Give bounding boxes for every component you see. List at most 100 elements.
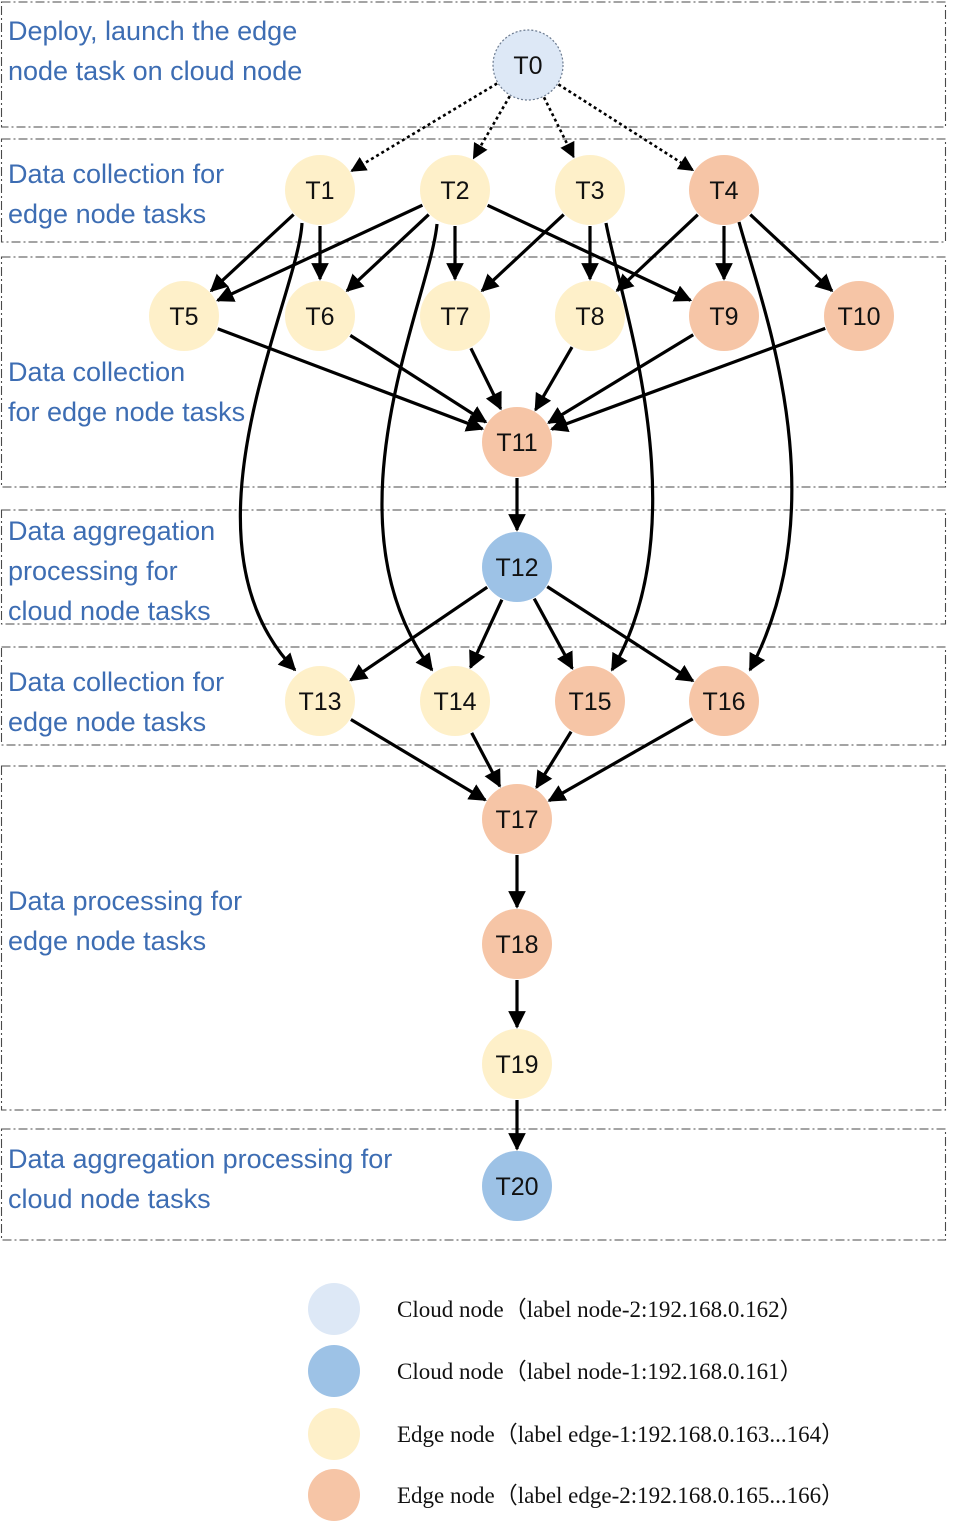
edge-t15-t17 — [535, 730, 573, 789]
node-circle — [285, 281, 355, 351]
node-circle — [555, 281, 625, 351]
node-label: T18 — [495, 931, 538, 959]
node-label: T2 — [440, 177, 469, 205]
node-t10: T10 — [824, 281, 894, 351]
stage-box — [0, 765, 947, 1111]
edge-t0-t1 — [350, 82, 498, 173]
node-circle — [824, 281, 894, 351]
edge-t12-t15 — [532, 597, 574, 671]
node-label: T7 — [440, 303, 469, 331]
node-t20: T20 — [482, 1151, 552, 1221]
node-t18: T18 — [482, 909, 552, 979]
task-edges — [209, 82, 834, 1151]
node-t2: T2 — [420, 155, 490, 225]
node-t4: T4 — [689, 155, 759, 225]
node-t5: T5 — [149, 281, 219, 351]
stage-box — [0, 256, 947, 488]
node-label: T17 — [495, 806, 538, 834]
node-t17: T17 — [482, 784, 552, 854]
node-label: T20 — [495, 1173, 538, 1201]
stage-box — [0, 138, 947, 243]
node-t1: T1 — [285, 155, 355, 225]
edge-t2-t5 — [216, 203, 424, 302]
node-circle — [555, 155, 625, 225]
node-circle — [555, 666, 625, 736]
node-t15: T15 — [555, 666, 625, 736]
node-t19: T19 — [482, 1029, 552, 1099]
stage-label: Data aggregation processing for cloud nod… — [8, 1144, 392, 1214]
legend-label: Cloud node（label node-1:192.168.0.161） — [397, 1359, 803, 1384]
stage-boxes: Deploy, launch the edge node task on clou… — [0, 1, 947, 1241]
legend-item: Edge node（label edge-1:192.168.0.163...1… — [308, 1408, 844, 1460]
legend-swatch — [308, 1283, 360, 1335]
stage-box — [0, 509, 947, 625]
node-t12: T12 — [482, 532, 552, 602]
stage-label-line: Data collection — [8, 357, 185, 387]
legend-swatch — [308, 1345, 360, 1397]
edge-t1-t13 — [238, 222, 304, 672]
node-circle — [285, 155, 355, 225]
edge-t14-t17 — [470, 732, 502, 788]
node-circle — [420, 155, 490, 225]
legend-label: Cloud node（label node-2:192.168.0.162） — [397, 1297, 803, 1322]
node-circle — [482, 909, 552, 979]
node-t14: T14 — [420, 666, 490, 736]
node-label: T5 — [169, 303, 198, 331]
edge-t4-t8 — [615, 213, 699, 292]
edge-t3-t15 — [604, 222, 655, 672]
edge-t10-t11 — [550, 326, 826, 432]
node-t3: T3 — [555, 155, 625, 225]
edge-t13-t17 — [350, 718, 487, 802]
legend-item: Edge node（label edge-2:192.168.0.165...1… — [308, 1469, 844, 1521]
node-label: T3 — [575, 177, 604, 205]
edge-t9-t11 — [547, 333, 695, 425]
node-circle — [689, 281, 759, 351]
stage-label-line: Data aggregation — [8, 516, 215, 546]
legend-swatch — [308, 1469, 360, 1521]
stage-box — [0, 1128, 947, 1241]
node-circle — [492, 29, 564, 101]
edge-t1-t5 — [209, 213, 295, 293]
stage-label-line: for edge node tasks — [8, 397, 245, 427]
node-circle — [482, 407, 552, 477]
edge-t3-t7 — [480, 213, 565, 293]
node-label: T19 — [495, 1051, 538, 1079]
stage-label: Data collection for edge node tasks — [8, 357, 245, 427]
node-label: T8 — [575, 303, 604, 331]
node-circle — [285, 666, 355, 736]
edge-t5-t11 — [217, 327, 485, 432]
stage-box — [0, 1, 947, 128]
stage-label-line: edge node tasks — [8, 926, 206, 956]
node-label: T10 — [837, 303, 880, 331]
node-label: T15 — [568, 688, 611, 716]
stage-label: Data processing for edge node tasks — [8, 886, 242, 956]
edge-t8-t11 — [534, 346, 574, 412]
node-circle — [689, 666, 759, 736]
node-circle — [482, 784, 552, 854]
stage-label: Deploy, launch the edge node task on clou… — [8, 16, 302, 86]
edge-t16-t17 — [547, 717, 694, 803]
stage-label: Data collection for edge node tasks — [8, 159, 224, 229]
task-nodes: T0 T1 T2 T3 T4 T5 T6 T7 T8 T9 T10 T11 T12 T13 T14 T15 T1… — [149, 29, 894, 1221]
legend: Cloud node（label node-2:192.168.0.162） Cl… — [308, 1283, 844, 1521]
stage-label-line: Data collection for — [8, 667, 224, 697]
stage-label-line: node task on cloud node — [8, 56, 302, 86]
node-label: T11 — [496, 429, 537, 457]
node-t11: T11 — [482, 407, 552, 477]
node-circle — [482, 1151, 552, 1221]
node-circle — [482, 532, 552, 602]
legend-swatch — [308, 1408, 360, 1460]
node-circle — [420, 666, 490, 736]
node-label: T12 — [495, 554, 538, 582]
stage-label-line: Data collection for — [8, 159, 224, 189]
stage-label-line: edge node tasks — [8, 707, 206, 737]
node-circle — [689, 155, 759, 225]
node-label: T6 — [305, 303, 334, 331]
edge-t7-t11 — [469, 347, 503, 411]
node-t6: T6 — [285, 281, 355, 351]
node-t13: T13 — [285, 666, 355, 736]
node-label: T13 — [298, 688, 341, 716]
node-t8: T8 — [555, 281, 625, 351]
stage-label: Data collection for edge node tasks — [8, 667, 224, 737]
